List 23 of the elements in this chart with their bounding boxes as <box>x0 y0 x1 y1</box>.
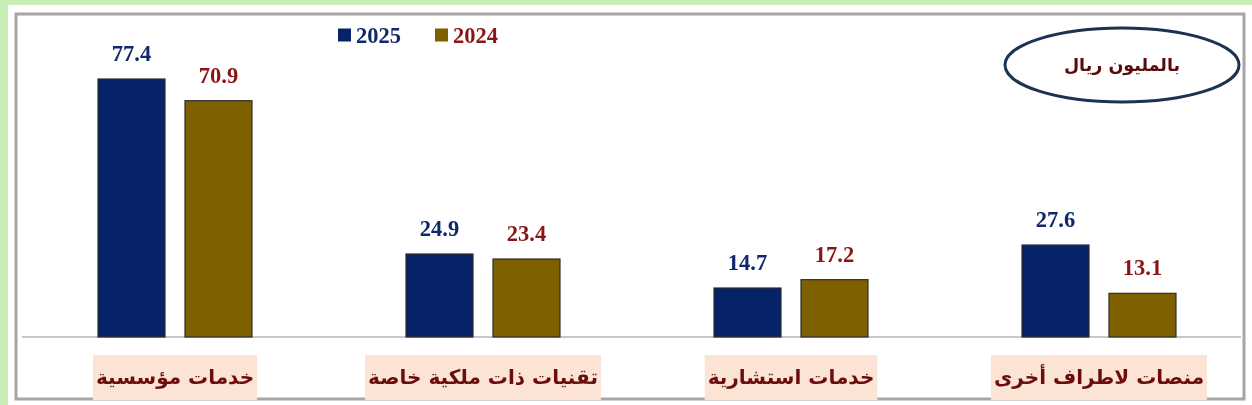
bar <box>97 78 166 338</box>
x-tick-label: تقنيات ذات ملكية خاصة <box>368 365 598 389</box>
data-label: 17.2 <box>814 241 855 267</box>
data-label: 77.4 <box>111 41 152 66</box>
data-label: 27.6 <box>1035 207 1076 232</box>
bar <box>800 279 869 338</box>
text: بالمليون ريال <box>1063 55 1181 76</box>
bar <box>405 253 474 338</box>
legend-label: 2024 <box>453 23 498 48</box>
x-tick-label: خدمات استشارية <box>707 365 875 389</box>
bar <box>713 287 782 338</box>
data-label: 24.9 <box>419 216 460 241</box>
data-label: 70.9 <box>198 62 239 88</box>
x-tick-label: خدمات مؤسسية <box>95 365 255 389</box>
bar <box>1021 244 1090 338</box>
data-label: 23.4 <box>506 221 547 246</box>
data-label: 14.7 <box>727 250 768 275</box>
bar <box>1108 292 1177 338</box>
x-tick-label: منصات لاطراف أخرى <box>993 363 1205 389</box>
bar <box>184 100 253 338</box>
data-label: 13.1 <box>1122 255 1163 281</box>
legend-label: 2025 <box>356 23 401 48</box>
bar <box>492 258 561 338</box>
